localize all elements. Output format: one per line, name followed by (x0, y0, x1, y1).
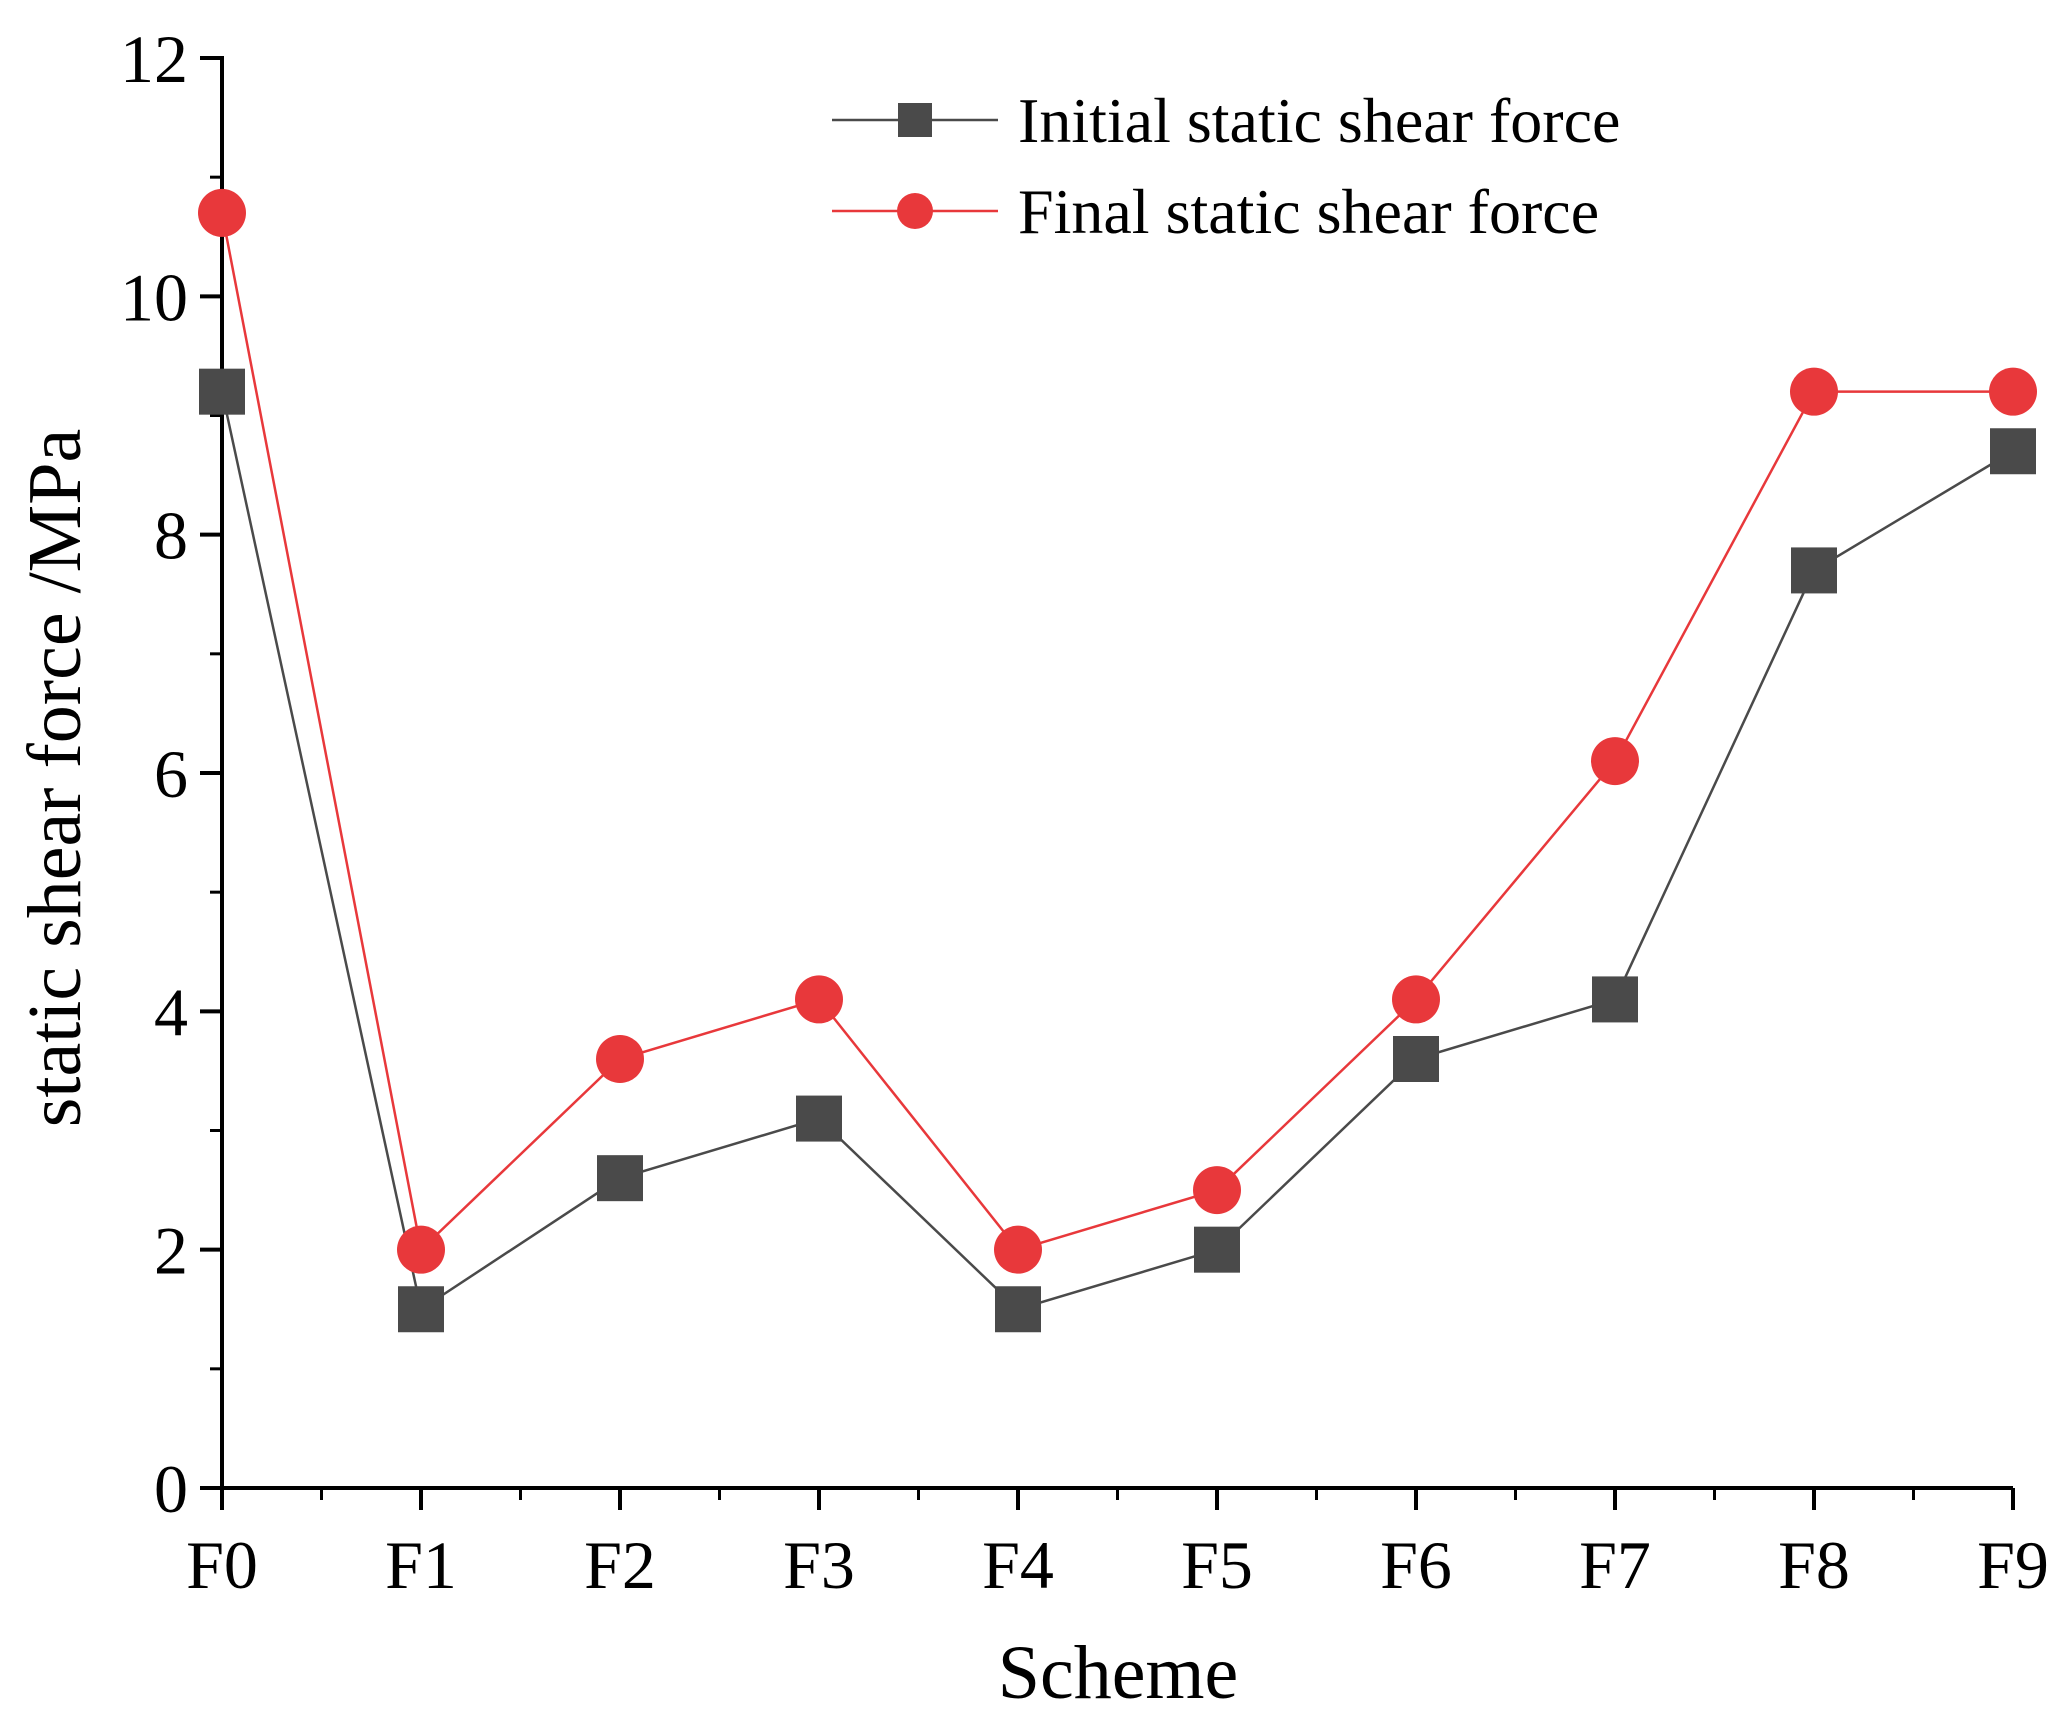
y-tick-label-5: 10 (120, 259, 188, 335)
legend-item-final: Final static shear force (832, 176, 1599, 247)
point-f5 (1194, 1226, 1240, 1273)
point-f8 (1790, 367, 1838, 416)
x-tick-label-f9: F9 (1977, 1527, 2049, 1603)
x-tick-label-f8: F8 (1778, 1527, 1850, 1603)
point-f1 (397, 1225, 445, 1274)
y-tick-label-0: 0 (154, 1451, 188, 1527)
series-layer (198, 188, 2037, 1333)
legend-label: Initial static shear force (1018, 85, 1620, 156)
point-f6 (1392, 975, 1440, 1024)
point-f0 (199, 368, 245, 415)
x-tick-label-f5: F5 (1181, 1527, 1253, 1603)
point-f6 (1393, 1036, 1439, 1082)
point-f9 (1990, 428, 2036, 475)
point-f9 (1989, 367, 2037, 416)
legend-marker (898, 103, 932, 137)
y-axis-title: static shear force /MPa (13, 429, 97, 1128)
x-tick-label-f7: F7 (1579, 1527, 1651, 1603)
point-f1 (398, 1286, 444, 1333)
point-f0 (198, 188, 246, 237)
x-tick-label-f6: F6 (1380, 1527, 1452, 1603)
point-f3 (796, 1095, 842, 1142)
x-tick-label-f2: F2 (584, 1527, 656, 1603)
point-f2 (597, 1155, 643, 1202)
axes: 0 2 4 6 8 10 12 F0 F1 F2 F3 F4 F5 F6 F7 F8 F9 (120, 21, 2049, 1603)
x-axis-title: Scheme (998, 1631, 1239, 1715)
legend: Initial static shear force Final static s… (832, 85, 1620, 247)
point-f7 (1592, 976, 1638, 1023)
legend-label: Final static shear force (1018, 176, 1599, 247)
series-line (220, 391, 2014, 1312)
point-f2 (596, 1035, 644, 1083)
y-tick-label-1: 2 (154, 1213, 188, 1289)
point-f3 (795, 975, 843, 1024)
series-final (198, 188, 2037, 1274)
y-tick-label-6: 12 (120, 21, 188, 97)
x-tick-label-f4: F4 (982, 1527, 1054, 1603)
legend-item-initial: Initial static shear force (832, 85, 1620, 156)
point-f4 (994, 1225, 1042, 1274)
point-f5 (1193, 1166, 1241, 1215)
x-tick-label-f3: F3 (783, 1527, 855, 1603)
series-line (220, 212, 2013, 1253)
point-f7 (1591, 737, 1639, 786)
y-tick-label-4: 8 (154, 498, 188, 574)
x-tick-label-f1: F1 (385, 1527, 457, 1603)
point-f8 (1791, 547, 1837, 594)
point-f4 (995, 1286, 1041, 1333)
x-tick-label-f0: F0 (186, 1527, 258, 1603)
y-tick-label-3: 6 (154, 736, 188, 812)
y-tick-label-2: 4 (154, 974, 188, 1050)
series-initial (199, 368, 2036, 1333)
legend-marker (897, 193, 933, 229)
